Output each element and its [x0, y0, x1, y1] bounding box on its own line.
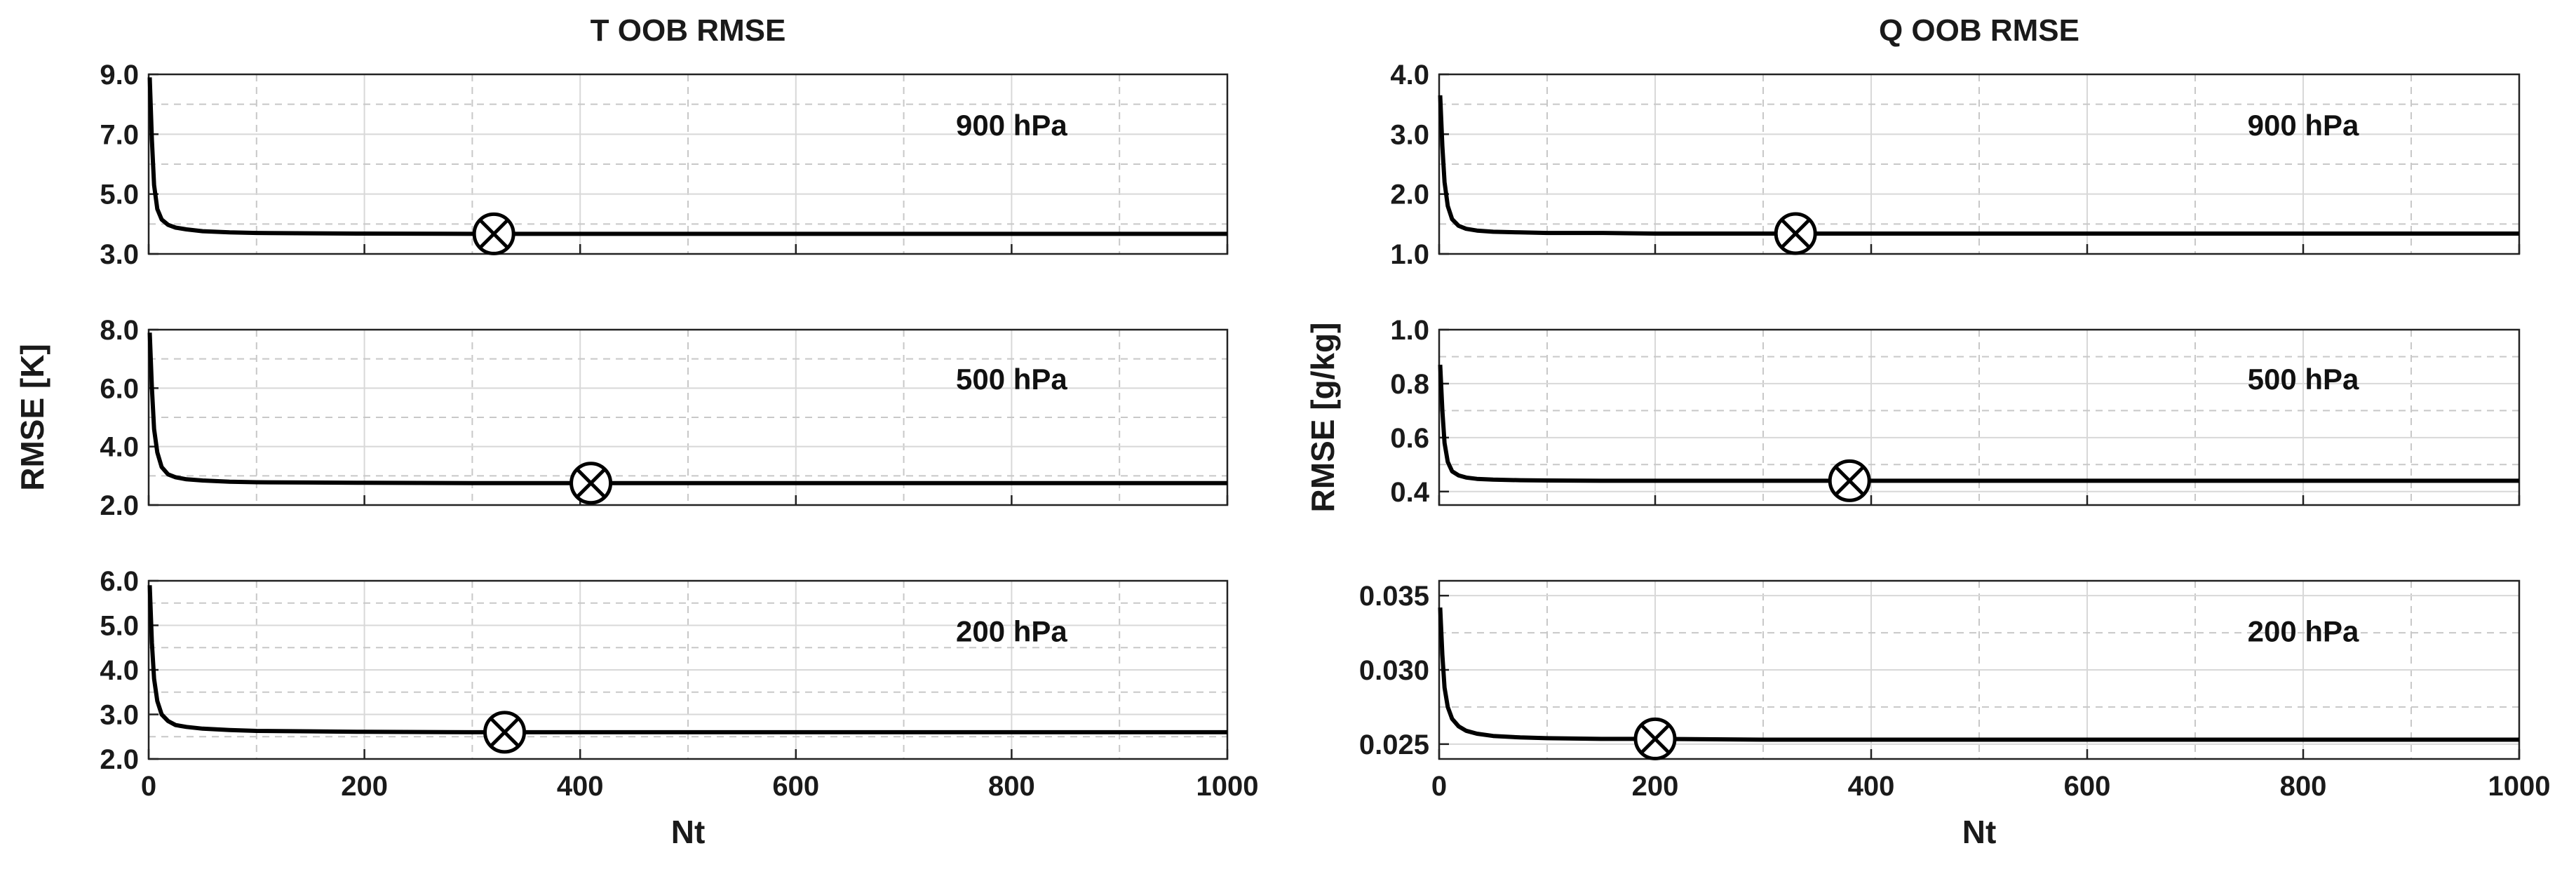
panel-title: T OOB RMSE: [591, 13, 786, 48]
y-tick-label: 0.4: [1390, 477, 1429, 508]
y-tick-label: 4.0: [100, 432, 139, 463]
optimum-marker-cross: [1834, 465, 1865, 496]
y-tick-label: 2.0: [100, 490, 139, 521]
y-tick-label: 6.0: [100, 566, 139, 597]
y-tick-label: 5.0: [100, 611, 139, 642]
optimum-marker-cross: [1780, 218, 1811, 249]
x-tick-label: 600: [2064, 771, 2111, 802]
axes-frame: [147, 73, 1229, 255]
y-tick-label: 2.0: [1390, 180, 1429, 210]
y-tick-label: 4.0: [1390, 60, 1429, 90]
subplot-3: 2.0 3.0 4.0 5.0 6.0 0 200 400 600 800 1000 200 hPa N…: [100, 566, 1258, 850]
optimum-marker-cross: [1640, 723, 1671, 754]
series-line: [147, 585, 1227, 734]
y-tick-label: 1.0: [1390, 239, 1429, 270]
y-tick-label: 9.0: [100, 60, 139, 90]
subplot-5: 0.4 0.6 0.8 1.0 500 hPa RMSE [g/kg]: [1304, 315, 2521, 513]
subplot-2: 2.0 4.0 6.0 8.0 500 hPa RMSE [K]: [14, 315, 1229, 521]
level-label: 900 hPa: [2248, 109, 2359, 142]
x-tick-label: 1000: [2488, 771, 2551, 802]
series-line: [1438, 607, 2519, 742]
y-tick-label: 0.035: [1359, 581, 1429, 612]
x-tick-label: 400: [557, 771, 604, 802]
x-axis-label: Nt: [671, 814, 706, 850]
level-label: 500 hPa: [2248, 363, 2359, 396]
level-label: 200 hPa: [2248, 614, 2359, 647]
level-label: 500 hPa: [956, 363, 1067, 396]
axes-frame: [1438, 73, 2521, 255]
y-tick-label: 1.0: [1390, 315, 1429, 346]
x-tick-label: 400: [1848, 771, 1895, 802]
series-line: [147, 77, 1227, 236]
y-axis-label: RMSE [g/kg]: [1304, 323, 1341, 513]
y-tick-label: 3.0: [1390, 119, 1429, 150]
x-tick-label: 0: [141, 771, 156, 802]
y-tick-label: 0.6: [1390, 423, 1429, 454]
x-axis-label: Nt: [1962, 814, 1997, 850]
y-tick-label: 5.0: [100, 180, 139, 210]
axes-frame: [1438, 328, 2521, 506]
subplot-6: 0.025 0.030 0.035 0 200 400 600 800 1000 200 hPa N…: [1359, 579, 2551, 850]
y-tick-label: 4.0: [100, 655, 139, 686]
level-label: 200 hPa: [956, 614, 1067, 647]
y-tick-label: 0.8: [1390, 369, 1429, 400]
series-line: [1438, 95, 2519, 236]
axes-frame: [1438, 579, 2521, 760]
y-tick-label: 2.0: [100, 744, 139, 775]
x-tick-label: 200: [341, 771, 388, 802]
x-tick-label: 1000: [1196, 771, 1259, 802]
subplot-1: 3.0 5.0 7.0 9.0 900 hPa T OOB RMSE: [100, 13, 1229, 270]
y-tick-label: 0.025: [1359, 730, 1429, 760]
series-line: [147, 332, 1227, 485]
y-tick-label: 7.0: [100, 119, 139, 150]
axes-frame: [147, 579, 1229, 760]
y-tick-label: 0.030: [1359, 655, 1429, 686]
optimum-marker-cross: [478, 218, 509, 249]
x-tick-label: 600: [772, 771, 819, 802]
y-tick-label: 3.0: [100, 239, 139, 270]
optimum-marker-cross: [489, 717, 520, 748]
y-tick-label: 8.0: [100, 315, 139, 346]
panel-title: Q OOB RMSE: [1879, 13, 2079, 48]
subplot-4: 1.0 2.0 3.0 4.0 900 hPa Q OOB RMSE: [1390, 13, 2521, 270]
x-tick-label: 800: [2280, 771, 2327, 802]
axes-frame: [147, 328, 1229, 506]
x-tick-label: 200: [1632, 771, 1679, 802]
x-tick-label: 0: [1431, 771, 1447, 802]
level-label: 900 hPa: [956, 109, 1067, 142]
optimum-marker-cross: [576, 468, 607, 499]
y-axis-label: RMSE [K]: [14, 344, 50, 491]
y-tick-label: 6.0: [100, 373, 139, 404]
y-tick-label: 3.0: [100, 700, 139, 731]
x-tick-label: 800: [988, 771, 1035, 802]
